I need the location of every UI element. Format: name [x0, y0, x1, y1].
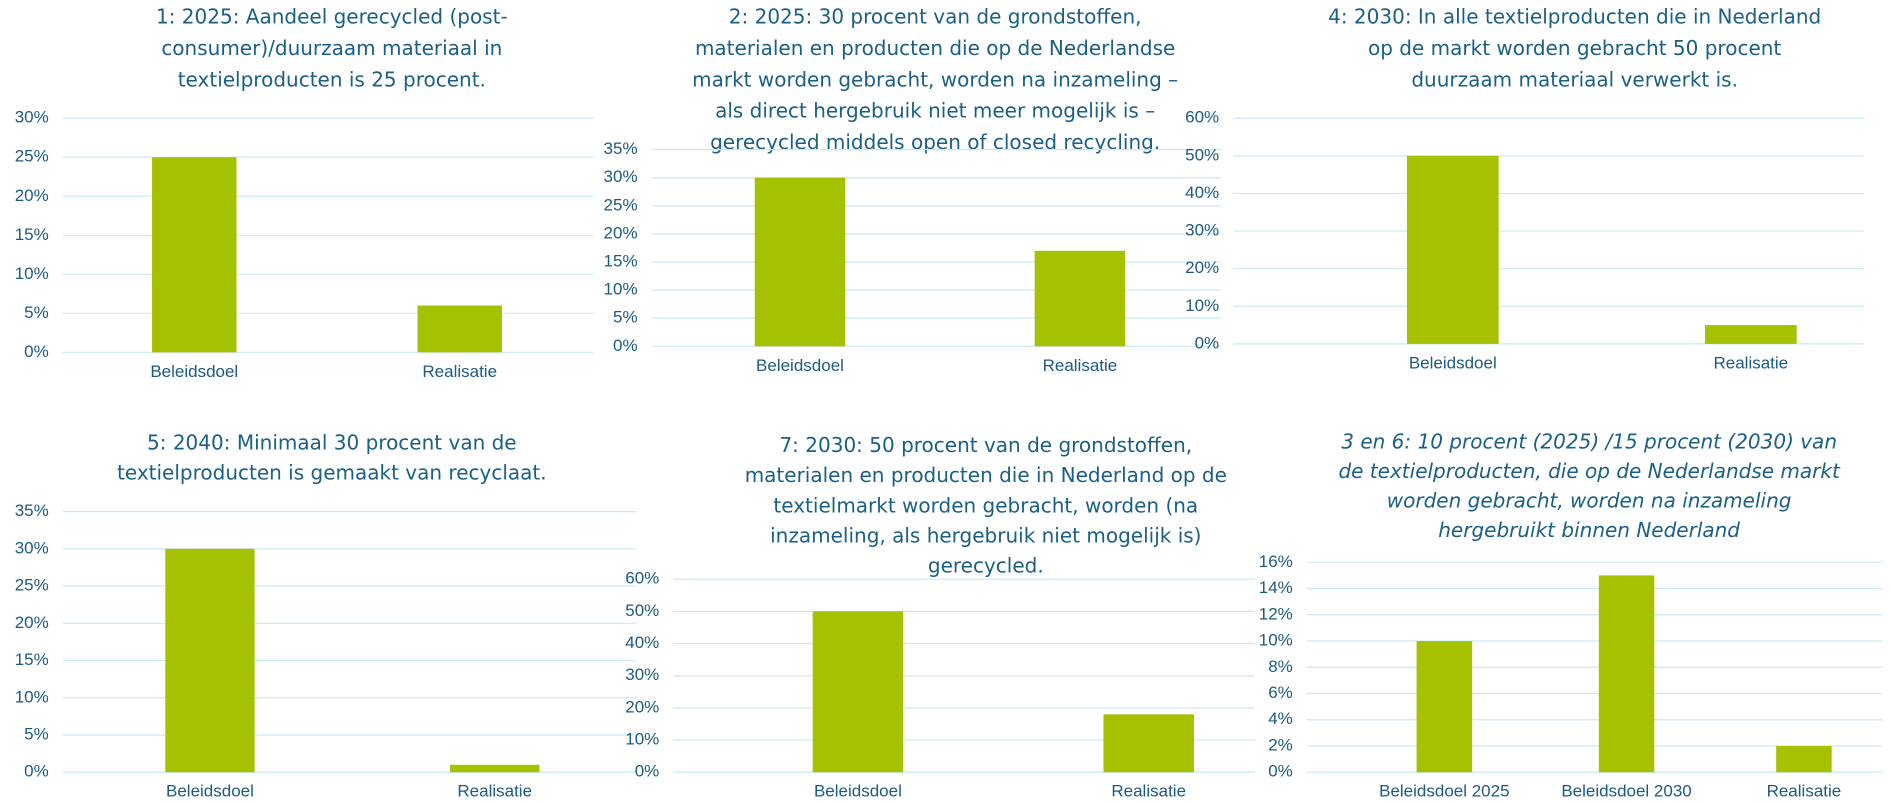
y-tick-label: 20% [604, 223, 638, 242]
x-tick-label: Beleidsdoel 2030 [1561, 782, 1691, 801]
chart-title: consumer)/duurzaam materiaal in [161, 36, 502, 60]
bar [152, 157, 237, 353]
bar [812, 611, 904, 773]
y-tick-label: 10% [15, 687, 49, 706]
chart-title: de textielproducten, die op de Nederland… [1338, 459, 1841, 483]
x-tick-label: Beleidsdoel [814, 782, 902, 801]
y-tick-label: 25% [15, 147, 49, 166]
bar [1034, 250, 1126, 347]
y-tick-label: 35% [15, 501, 49, 520]
y-tick-label: 0% [635, 762, 660, 781]
y-tick-label: 30% [15, 108, 49, 127]
chart-title: markt worden gebracht, worden na inzamel… [692, 67, 1178, 91]
x-tick-label: Realisatie [1767, 782, 1842, 801]
y-tick-label: 15% [15, 225, 49, 244]
x-tick-label: Realisatie [1713, 353, 1788, 372]
y-tick-label: 0% [24, 342, 49, 361]
y-tick-label: 5% [613, 308, 638, 327]
y-tick-label: 10% [625, 730, 659, 749]
y-tick-label: 14% [1259, 578, 1293, 597]
bar [1406, 155, 1499, 344]
chart-title: als direct hergebruik niet meer mogelijk… [715, 99, 1155, 123]
y-tick-label: 50% [1185, 145, 1219, 164]
x-tick-label: Realisatie [1111, 782, 1186, 801]
x-tick-label: Beleidsdoel [150, 362, 238, 381]
x-tick-label: Realisatie [1043, 356, 1118, 375]
chart-title: inzameling, als hergebruik niet mogelijk… [770, 523, 1201, 547]
y-tick-label: 20% [625, 697, 659, 716]
chart-title: 2: 2025: 30 procent van de grondstoffen, [729, 5, 1142, 29]
y-tick-label: 12% [1259, 604, 1293, 623]
y-tick-label: 30% [625, 665, 659, 684]
y-tick-label: 0% [1195, 333, 1220, 352]
y-tick-label: 4% [1268, 709, 1293, 728]
y-tick-label: 10% [15, 264, 49, 283]
y-tick-label: 30% [15, 538, 49, 557]
bar [754, 177, 846, 347]
chart-title: gerecycled. [928, 554, 1044, 578]
chart-title: hergebruikt binnen Nederland [1438, 518, 1740, 542]
y-tick-label: 40% [1185, 183, 1219, 202]
chart-title: op de markt worden gebracht 50 procent [1368, 36, 1781, 60]
x-tick-label: Beleidsdoel [166, 782, 254, 801]
y-tick-label: 25% [15, 576, 49, 595]
y-tick-label: 0% [613, 336, 638, 355]
bar [1704, 325, 1797, 344]
bar [165, 548, 255, 773]
chart-title: textielmarkt worden gebracht, worden (na [773, 493, 1198, 517]
bar [1416, 641, 1473, 773]
y-tick-label: 30% [604, 167, 638, 186]
y-tick-label: 16% [1259, 552, 1293, 571]
y-tick-label: 20% [1185, 258, 1219, 277]
y-tick-label: 20% [15, 613, 49, 632]
bar [417, 305, 502, 353]
chart-title: 3 en 6: 10 procent (2025) /15 procent (2… [1341, 429, 1837, 453]
chart-title: 5: 2040: Minimaal 30 procent van de [147, 431, 517, 455]
y-tick-label: 30% [1185, 221, 1219, 240]
y-tick-label: 20% [15, 186, 49, 205]
chart-title: gerecycled middels open of closed recycl… [710, 130, 1160, 154]
x-tick-label: Realisatie [422, 362, 497, 381]
y-tick-label: 8% [1268, 657, 1293, 676]
chart-title: 1: 2025: Aandeel gerecycled (post- [156, 5, 508, 29]
y-tick-label: 25% [604, 195, 638, 214]
x-tick-label: Beleidsdoel 2025 [1379, 782, 1509, 801]
bar [1598, 575, 1655, 773]
y-tick-label: 0% [1268, 762, 1293, 781]
chart-title: textielproducten is 25 procent. [178, 67, 486, 91]
x-tick-label: Realisatie [457, 782, 532, 801]
y-tick-label: 10% [1185, 296, 1219, 315]
y-tick-label: 5% [24, 303, 49, 322]
chart-title: 4: 2030: In alle textielproducten die in… [1328, 5, 1821, 29]
x-tick-label: Beleidsdoel [756, 356, 844, 375]
y-tick-label: 50% [625, 601, 659, 620]
y-tick-label: 5% [24, 724, 49, 743]
y-tick-label: 10% [604, 280, 638, 299]
chart-title: textielproducten is gemaakt van recyclaa… [117, 461, 547, 485]
chart-title: 7: 2030: 50 procent van de grondstoffen, [779, 433, 1192, 457]
y-tick-label: 35% [604, 139, 638, 158]
y-tick-label: 15% [604, 251, 638, 270]
bar [450, 764, 540, 773]
y-tick-label: 60% [1185, 108, 1219, 127]
chart-title: materialen en producten die in Nederland… [745, 463, 1227, 487]
chart-title: materialen en producten die op de Nederl… [695, 36, 1175, 60]
x-tick-label: Beleidsdoel [1409, 353, 1497, 372]
y-tick-label: 15% [15, 650, 49, 669]
y-tick-label: 2% [1268, 735, 1293, 754]
chart-title: worden gebracht, worden na inzameling [1387, 488, 1792, 512]
y-tick-label: 0% [24, 762, 49, 781]
y-tick-label: 6% [1268, 683, 1293, 702]
y-tick-label: 60% [625, 569, 659, 588]
y-tick-label: 10% [1259, 631, 1293, 650]
chart-title: duurzaam materiaal verwerkt is. [1411, 67, 1738, 91]
bar [1103, 714, 1194, 773]
y-tick-label: 40% [625, 633, 659, 652]
bar [1776, 746, 1832, 773]
